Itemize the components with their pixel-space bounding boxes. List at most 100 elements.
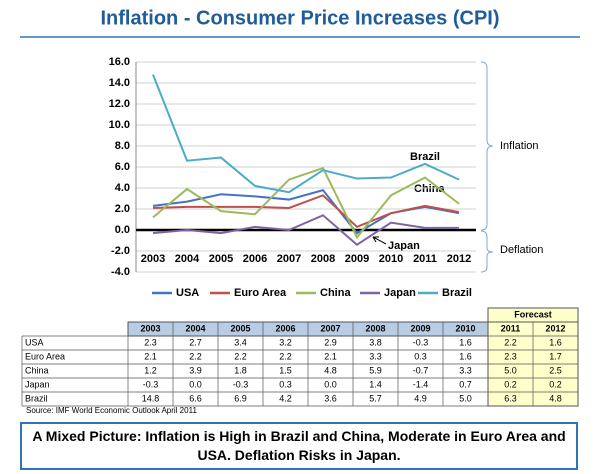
annotation: Inflation	[500, 140, 539, 152]
y-tick-label: 4.0	[115, 182, 130, 194]
series-line	[152, 194, 460, 229]
table-cell: 3.8	[369, 337, 382, 347]
table-row-label: Brazil	[25, 393, 48, 403]
table-cell: 1.8	[234, 365, 247, 375]
table-cell: 3.3	[369, 351, 382, 361]
chart: Inflation - Consumer Price Increases (CP…	[20, 7, 580, 415]
table-cell: 3.6	[324, 393, 337, 403]
table-cell: -0.3	[233, 379, 249, 389]
table-cell: 2.3	[144, 337, 157, 347]
x-tick-label: 2009	[345, 253, 369, 265]
annotation: Japan	[388, 240, 420, 252]
table-cell: 2.5	[549, 365, 562, 375]
x-tick-label: 2012	[447, 253, 471, 265]
table-cell: 2.7	[189, 337, 202, 347]
inflation-brace	[480, 61, 494, 231]
table-cell: 2.2	[504, 337, 517, 347]
table-cell: 1.6	[459, 351, 472, 361]
table-cell: 0.3	[414, 351, 427, 361]
table-row-label: China	[25, 365, 49, 375]
table-cell: 2.1	[324, 351, 337, 361]
table-cell: -0.3	[143, 379, 159, 389]
table-cell: 0.0	[189, 379, 202, 389]
y-tick-label: 6.0	[115, 161, 130, 173]
table-cell: 0.3	[279, 379, 292, 389]
table-cell: 1.2	[144, 365, 157, 375]
table-cell: 5.7	[369, 393, 382, 403]
table-cell: 3.3	[459, 365, 472, 375]
table-year: 2006	[275, 323, 295, 333]
y-tick-label: -4.0	[111, 266, 130, 278]
series-line	[152, 166, 460, 240]
table-cell: 1.7	[549, 351, 562, 361]
legend-label: Japan	[384, 287, 416, 299]
table-year: 2010	[455, 323, 475, 333]
legend-label: Euro Area	[234, 287, 287, 299]
x-tick-label: 2004	[175, 253, 200, 265]
chart-title: Inflation - Consumer Price Increases (CP…	[101, 7, 500, 29]
table-year: 2009	[410, 323, 430, 333]
table-cell: 3.4	[234, 337, 247, 347]
conclusion: A Mixed Picture: Inflation is High in Br…	[20, 422, 578, 470]
table-cell: 1.5	[279, 365, 292, 375]
x-tick-label: 2007	[277, 253, 301, 265]
legend-label: China	[320, 287, 351, 299]
table-cell: 2.2	[279, 351, 292, 361]
table-cell: 5.0	[504, 365, 517, 375]
table-cell: -1.4	[413, 379, 429, 389]
x-tick-label: 2003	[141, 253, 165, 265]
table-cell: 0.0	[324, 379, 337, 389]
y-tick-label: 0.0	[115, 224, 130, 236]
table-cell: 6.6	[189, 393, 202, 403]
x-tick-label: 2008	[311, 253, 335, 265]
table-year: 2007	[320, 323, 340, 333]
table-cell: 6.9	[234, 393, 247, 403]
y-tick-label: 14.0	[109, 77, 130, 89]
table-year: 2008	[365, 323, 385, 333]
series-line	[152, 214, 459, 246]
annotation: Deflation	[500, 244, 543, 256]
series-line	[152, 74, 460, 194]
annotation-arrow	[372, 236, 387, 245]
table-cell: 0.7	[459, 379, 472, 389]
table-year: 2004	[185, 323, 205, 333]
table-cell: 14.8	[142, 393, 160, 403]
table-cell: 5.9	[369, 365, 382, 375]
table-cell: -0.3	[413, 337, 429, 347]
y-tick-label: 8.0	[115, 140, 130, 152]
legend-label: Brazil	[442, 287, 472, 299]
table-cell: 2.9	[324, 337, 337, 347]
annotation: Brazil	[410, 151, 440, 163]
table-cell: 4.8	[324, 365, 337, 375]
table-cell: 2.2	[234, 351, 247, 361]
x-tick-label: 2006	[243, 253, 267, 265]
table-cell: 1.4	[369, 379, 382, 389]
table-row-label: USA	[25, 337, 44, 347]
forecast-label: Forecast	[514, 309, 552, 319]
table-cell: 1.6	[459, 337, 472, 347]
table-cell: 1.6	[549, 337, 562, 347]
table-year: 2005	[230, 323, 250, 333]
table-cell: 2.3	[504, 351, 517, 361]
table-cell: 5.0	[459, 393, 472, 403]
y-tick-label: -2.0	[111, 245, 130, 257]
x-tick-label: 2010	[379, 253, 403, 265]
table-cell: -0.7	[413, 365, 429, 375]
table-cell: 4.9	[414, 393, 427, 403]
table-year: 2012	[545, 323, 565, 333]
source: Source: IMF World Economic Outlook April…	[26, 406, 197, 415]
legend-label: USA	[176, 287, 199, 299]
y-tick-label: 16.0	[109, 56, 130, 68]
table-year: 2003	[140, 323, 160, 333]
table-cell: 3.9	[189, 365, 202, 375]
y-tick-label: 10.0	[109, 119, 130, 131]
table-row-label: Japan	[25, 379, 50, 389]
table-cell: 4.2	[279, 393, 292, 403]
table-year: 2011	[501, 323, 521, 333]
table-row-label: Euro Area	[25, 351, 65, 361]
x-tick-label: 2011	[413, 253, 437, 265]
table-cell: 6.3	[504, 393, 517, 403]
deflation-brace	[480, 230, 494, 273]
annotation: China	[414, 183, 445, 195]
table-cell: 2.2	[189, 351, 202, 361]
